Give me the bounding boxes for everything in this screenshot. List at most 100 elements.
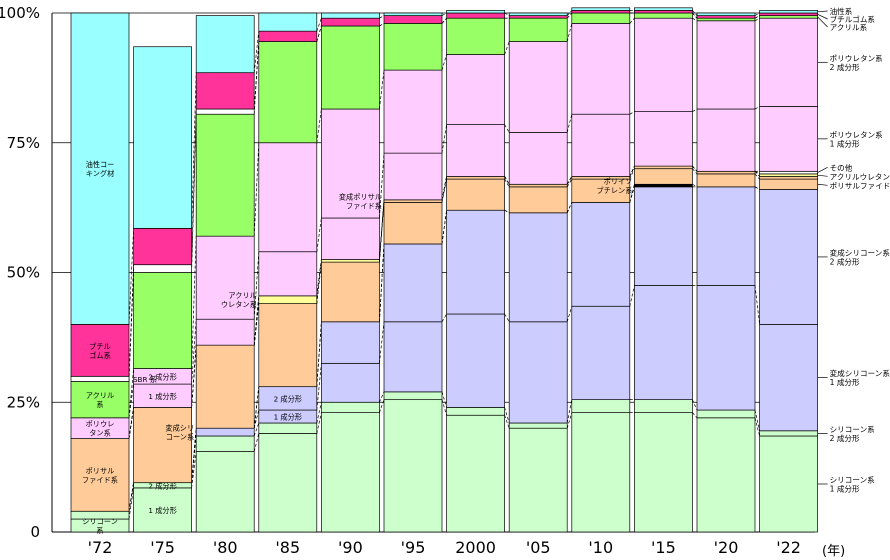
connector-line (754, 186, 760, 190)
bar-segment (696, 12, 756, 16)
legend-label: アクリルウレタン系 (830, 171, 890, 181)
bar-segment (321, 25, 380, 110)
connector-line (692, 412, 698, 419)
bar-segment (195, 113, 255, 237)
bar-segment (508, 186, 568, 214)
connector-line (191, 236, 197, 369)
bar-segment (321, 217, 380, 260)
callout-label: SBR 系 (133, 375, 157, 384)
bar-segment (696, 285, 756, 411)
bar-segment (258, 142, 318, 253)
bar-segment (258, 251, 318, 297)
connector-line (566, 23, 573, 42)
connector-line (504, 209, 510, 214)
bar-segment (258, 12, 318, 32)
connector-line (441, 54, 447, 71)
bar-segment (195, 435, 255, 452)
connector-line (316, 321, 322, 387)
bar-column (321, 12, 380, 533)
in-bar-label: 1 成分形 (148, 506, 176, 515)
bar-segment (759, 435, 818, 533)
connector-line (566, 202, 573, 213)
bar-segment (321, 108, 380, 219)
connector-line (379, 321, 385, 364)
bar-segment (446, 124, 505, 177)
x-tick-label: '10 (588, 538, 613, 557)
bar-segment (195, 15, 255, 74)
legend-label: その他 (830, 162, 853, 172)
bar-segment (696, 15, 756, 19)
bar-segment (446, 407, 505, 416)
bar-segment (446, 176, 505, 180)
connector-line (128, 487, 134, 520)
legend-label: ブチルゴム系 (830, 14, 876, 24)
connector-line (128, 264, 134, 377)
connector-line (316, 259, 322, 296)
bar-segment (321, 12, 380, 19)
bar-segment (321, 17, 380, 27)
bar-segment (759, 324, 818, 432)
in-bar-label: ブチルゴム系 (89, 342, 111, 360)
x-axis-unit-label: (年) (822, 544, 845, 559)
bar-segment (634, 165, 693, 170)
in-bar-label: 2 成分形 (148, 372, 176, 381)
bar-segment (258, 433, 318, 533)
bar-segment (571, 113, 631, 177)
x-tick-label: '72 (88, 538, 113, 557)
connector-line (191, 114, 197, 273)
connector-line (128, 368, 134, 418)
bar-segment (571, 7, 631, 11)
connector-line (191, 72, 197, 229)
connector-line (379, 243, 385, 322)
bar-segment (321, 261, 380, 323)
x-tick-label: '20 (714, 538, 739, 557)
connector-line (692, 168, 698, 175)
bar-segment (634, 7, 693, 11)
x-tick-label: 2000 (455, 538, 496, 557)
bar-segment (195, 235, 255, 320)
bar-segment (383, 391, 443, 401)
bar-column (70, 12, 130, 533)
connector-line (566, 306, 573, 322)
connector-line (253, 422, 260, 437)
bar-column (759, 10, 818, 533)
connector-line (754, 106, 760, 110)
legend-label: ポリウレタン系 2 成分形 (830, 53, 884, 72)
bar-segment (634, 10, 693, 14)
connector-line (629, 285, 635, 307)
x-tick-label: '15 (651, 538, 676, 557)
connector-line (128, 482, 134, 512)
bar-segment (759, 106, 818, 172)
connector-line (379, 23, 385, 27)
bar-segment (634, 17, 693, 112)
bar-segment (133, 46, 192, 229)
in-bar-label: 2 成分形 (274, 394, 302, 403)
connector-line (379, 391, 385, 403)
in-bar-label: 1 成分形 (274, 413, 302, 422)
legend-label: シリコーン系 1 成分形 (830, 474, 876, 493)
callout-label: 変成ポリサルファイド系 (339, 193, 382, 211)
bar-segment (383, 243, 443, 323)
legend-label: ポリウレタン系 1 成分形 (830, 129, 884, 148)
bar-segment (696, 186, 756, 286)
connector-line (316, 18, 322, 32)
bar-segment (696, 17, 756, 22)
bar-segment (759, 10, 818, 14)
connector-line (692, 17, 698, 22)
y-tick-label: 100% (0, 4, 40, 22)
bar-segment (696, 170, 756, 175)
bar-segment (571, 10, 631, 14)
connector-line (316, 217, 322, 252)
bar-segment (70, 438, 130, 512)
bar-segment (258, 422, 318, 434)
bar-segment (70, 324, 130, 377)
in-bar-label: アクリル系 (86, 391, 114, 409)
connector-line (566, 412, 573, 429)
connector-line (316, 363, 322, 411)
bar-segment (195, 108, 255, 115)
callout-label: 変成シリコーン系 (165, 424, 194, 442)
bar-segment (133, 487, 192, 533)
y-tick-label: 50% (7, 264, 40, 282)
connector-line (441, 391, 447, 408)
connector-line (754, 12, 760, 16)
